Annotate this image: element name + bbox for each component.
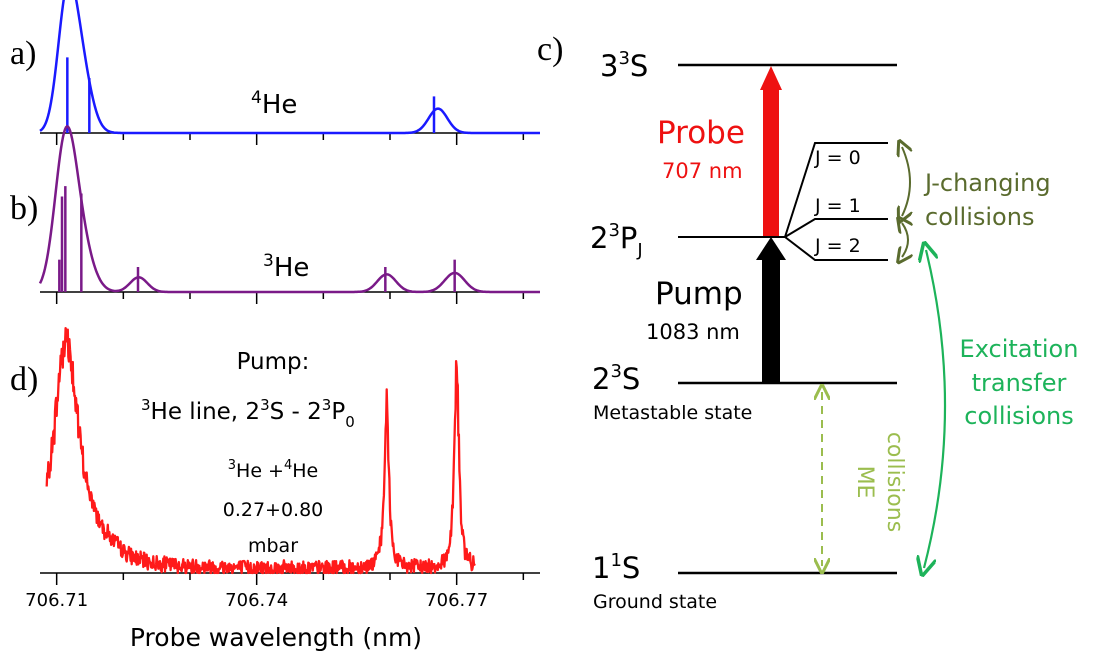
x-tick-label: 706.77: [425, 590, 488, 611]
panel-a-sticks: [66, 57, 436, 133]
x-axis-label: Probe wavelength (nm): [130, 623, 422, 652]
level-2p-label: 23PJ: [590, 220, 643, 261]
ground-state-label: Ground state: [593, 591, 717, 613]
probe-label: Probe: [657, 115, 745, 151]
probe-arrow-shaft: [763, 88, 779, 236]
level-j1: [784, 218, 888, 238]
panel-b-sticks: [58, 186, 456, 292]
panel-b-letter: b): [10, 190, 38, 227]
pump-title: Pump:: [237, 349, 310, 375]
x-tick-label: 706.74: [225, 590, 288, 611]
panel-d: d) 706.71 706.74 706.77 Probe wavelength (…: [10, 326, 540, 652]
x-axis-tick-labels: 706.71 706.74 706.77: [25, 590, 488, 611]
excitation-label-line2: transfer: [972, 369, 1067, 397]
panel-a-isotope-label: 4He: [251, 88, 297, 120]
panel-a-ticks: [55, 133, 525, 145]
excitation-label-line3: collisions: [964, 402, 1073, 430]
panel-c: c) 33S 23PJ 23S Metastable state 11S Gro…: [537, 31, 1078, 613]
level-3s-label: 33S: [600, 48, 648, 83]
gas-mixture-label: 3He +4He: [228, 458, 318, 482]
excitation-label-line1: Excitation: [960, 335, 1079, 363]
pump-wavelength: 1083 nm: [646, 320, 740, 344]
excitation-transfer-arrow: [924, 250, 947, 568]
probe-wavelength: 707 nm: [662, 159, 743, 183]
panel-b: b) 3He: [10, 125, 540, 304]
metastable-state-label: Metastable state: [593, 402, 752, 424]
j2-label: J = 2: [814, 235, 861, 257]
panel-b-ticks: [55, 292, 525, 304]
panel-a-spectrum-curve: [39, 0, 540, 135]
level-j2: [784, 236, 888, 261]
panel-c-letter: c): [537, 31, 563, 68]
j-changing-arrow-lower: [902, 223, 908, 257]
level-j0: [784, 142, 888, 238]
me-label-line2: collisions: [882, 432, 907, 532]
panel-b-isotope-label: 3He: [263, 251, 309, 283]
panel-d-letter: d): [10, 361, 38, 398]
panel-b-spectrum-curve: [38, 125, 540, 294]
j1-label: J = 1: [814, 195, 861, 217]
x-tick-label: 706.71: [25, 590, 88, 611]
pressures-label: 0.27+0.80: [223, 499, 324, 521]
j-changing-label-line2: collisions: [925, 203, 1034, 231]
j-changing-label-line1: J-changing: [923, 169, 1051, 197]
panel-a: a) 4He: [10, 0, 540, 145]
pump-label: Pump: [655, 276, 743, 312]
x-axis-ticks: [55, 573, 525, 585]
pump-arrow-shaft: [762, 258, 780, 383]
panel-a-letter: a): [10, 35, 36, 72]
me-label-line1: ME: [852, 466, 877, 499]
j-changing-arrow-upper: [902, 147, 910, 216]
level-2s-label: 23S: [592, 361, 640, 396]
pump-line-description: 3He line, 23S - 23P0: [141, 396, 355, 431]
level-1s-label: 11S: [592, 550, 640, 585]
probe-arrow-head: [760, 66, 782, 90]
j0-label: J = 0: [814, 147, 861, 169]
pump-arrow-head: [756, 237, 786, 260]
unit-label: mbar: [248, 535, 298, 557]
probe-spectrum-line: [45, 326, 476, 575]
